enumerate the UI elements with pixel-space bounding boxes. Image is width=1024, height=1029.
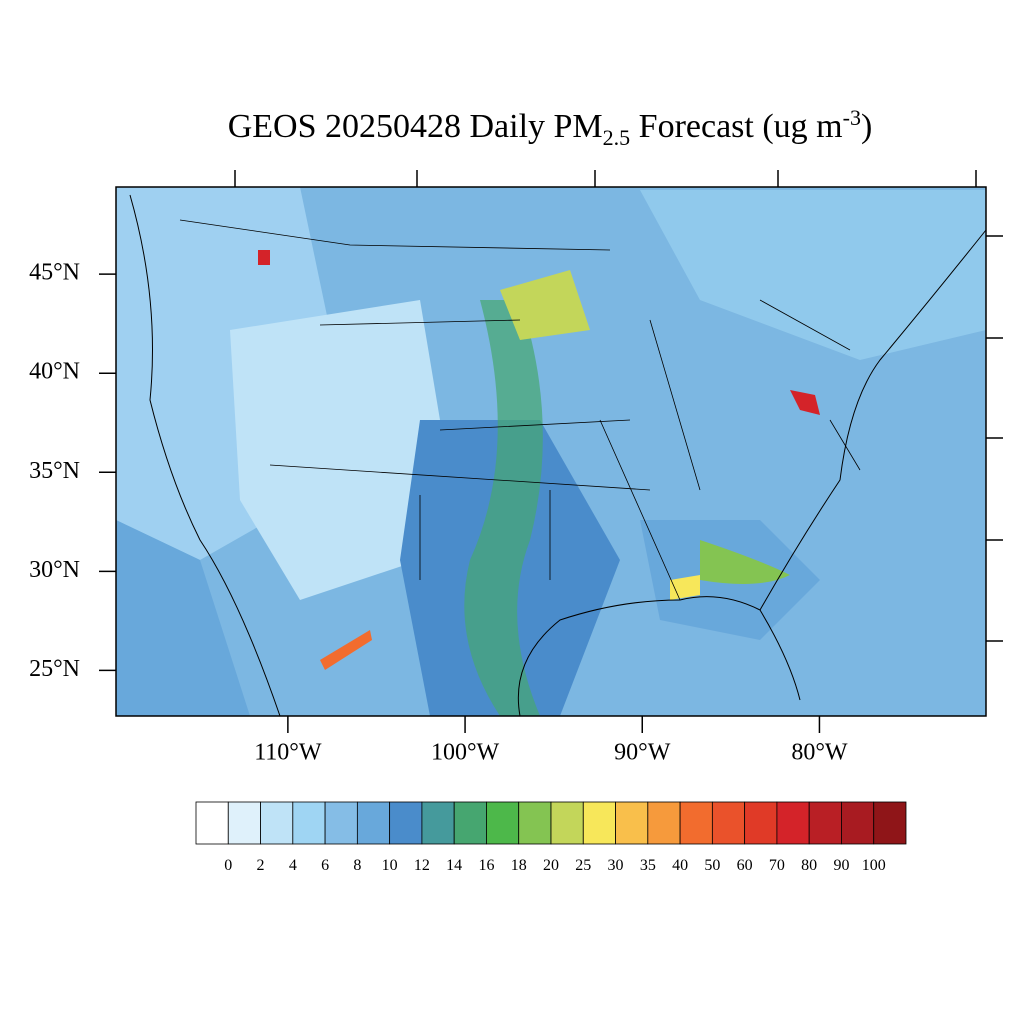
colorbar-box <box>389 801 423 845</box>
colorbar-box <box>873 801 907 845</box>
colorbar-box <box>453 801 487 845</box>
colorbar-label: 80 <box>801 857 817 874</box>
map-frame <box>115 186 987 717</box>
frame-ticks <box>234 170 1003 642</box>
colorbar-box <box>647 801 681 845</box>
colorbar-box <box>582 801 616 845</box>
colorbar-box <box>421 801 455 845</box>
colorbar-label: 50 <box>704 857 720 874</box>
y-tick-label: 30°N <box>29 557 80 583</box>
x-tick-label: 100°W <box>431 740 500 766</box>
colorbar-label: 35 <box>640 857 656 874</box>
colorbar-box <box>518 801 552 845</box>
colorbar-label: 8 <box>353 857 361 874</box>
colorbar-label: 40 <box>672 857 688 874</box>
y-tick-label: 35°N <box>29 458 80 484</box>
y-tick-label: 25°N <box>29 656 80 682</box>
colorbar-label: 18 <box>511 857 527 874</box>
map-title: GEOS 20250428 Daily PM2.5 Forecast (ug m… <box>228 105 873 150</box>
colorbar-box <box>615 801 649 845</box>
colorbar-box <box>808 801 842 845</box>
x-tick-label: 110°W <box>254 740 322 766</box>
x-tick-label: 90°W <box>614 740 671 766</box>
colorbar-box <box>711 801 746 845</box>
colorbar-box <box>356 801 391 845</box>
colorbar-label: 2 <box>257 857 265 874</box>
colorbar-label: 30 <box>608 857 624 874</box>
colorbar-box <box>324 801 358 845</box>
colorbar-box <box>260 801 294 845</box>
y-tick-label: 40°N <box>29 359 80 385</box>
colorbar-box <box>227 801 261 845</box>
colorbar-label: 20 <box>543 857 559 874</box>
colorbar-box <box>486 801 520 845</box>
colorbar-label: 6 <box>321 857 329 874</box>
colorbar-box <box>744 801 778 845</box>
colorbar-label: 16 <box>478 857 494 874</box>
colorbar-label: 70 <box>769 857 785 874</box>
colorbar-label: 12 <box>414 857 430 874</box>
colorbar-box <box>679 801 713 845</box>
colorbar-box <box>550 801 584 845</box>
pm25-field <box>116 187 986 716</box>
colorbar-box <box>195 801 229 845</box>
colorbar-box <box>292 801 326 845</box>
y-tick-label: 45°N <box>29 260 80 286</box>
colorbar-label: 4 <box>289 857 297 874</box>
colorbar-box <box>841 801 875 845</box>
colorbar-label: 90 <box>833 857 849 874</box>
colorbar-box <box>776 801 810 845</box>
colorbar-label: 10 <box>382 857 398 874</box>
x-tick-label: 80°W <box>791 740 848 766</box>
colorbar-label: 14 <box>446 857 462 874</box>
colorbar-label: 60 <box>737 857 753 874</box>
colorbar-label: 25 <box>575 857 591 874</box>
colorbar-label: 0 <box>224 857 232 874</box>
colorbar-label: 100 <box>862 857 886 874</box>
